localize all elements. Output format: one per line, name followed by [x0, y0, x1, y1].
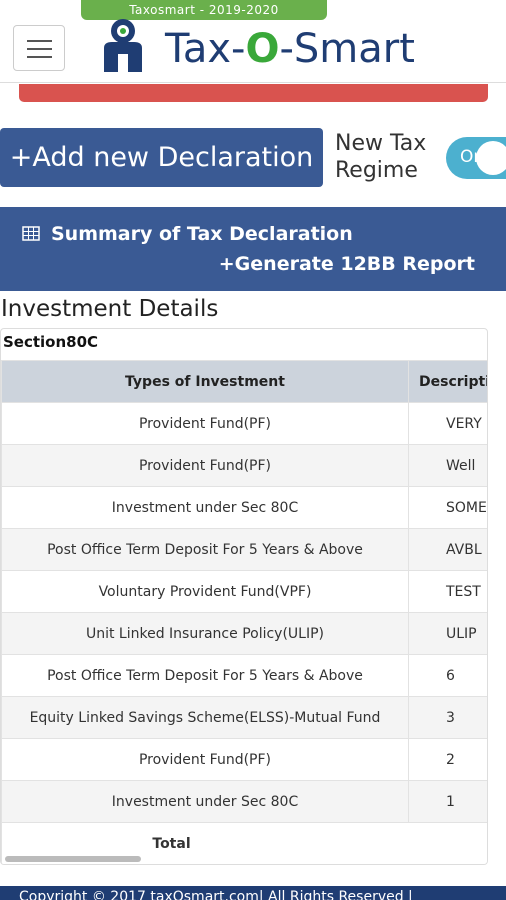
investment-cell: Provident Fund(PF)	[1, 402, 409, 445]
alert-bar	[19, 84, 488, 102]
description-cell: 3	[408, 696, 487, 739]
summary-panel: Summary of Tax Declaration +Generate 12B…	[0, 207, 506, 291]
table-caption: Section80C	[3, 333, 99, 351]
menu-button[interactable]	[13, 25, 65, 71]
logo-part: -Smart	[279, 26, 415, 72]
panel-title: Summary of Tax Declaration	[51, 223, 353, 245]
investment-table: Types of Investment Description Providen…	[1, 360, 487, 864]
investment-cell: Voluntary Provident Fund(VPF)	[1, 570, 409, 613]
table-row: Equity Linked Savings Scheme(ELSS)-Mutua…	[1, 696, 487, 739]
description-cell: 6	[408, 654, 487, 697]
regime-line: New Tax	[335, 131, 427, 156]
description-cell: AVBL	[408, 528, 487, 571]
year-badge: Taxosmart - 2019-2020	[81, 0, 327, 20]
footer: Copyright © 2017 taxOsmart.com| All Righ…	[0, 886, 506, 900]
table-row: Provident Fund(PF) VERY	[1, 402, 487, 445]
header-row: Types of Investment Description	[1, 360, 487, 403]
table-row: Post Office Term Deposit For 5 Years & A…	[1, 654, 487, 697]
investment-cell: Equity Linked Savings Scheme(ELSS)-Mutua…	[1, 696, 409, 739]
add-declaration-button[interactable]: +Add new Declaration	[0, 128, 323, 187]
table-icon	[22, 226, 40, 241]
table-row: Investment under Sec 80C SOME	[1, 486, 487, 529]
logo-part: Tax-	[165, 26, 246, 72]
generate-report-link[interactable]: +Generate 12BB Report	[218, 253, 475, 275]
total-label: Total	[152, 835, 191, 852]
description-cell: ULIP	[408, 612, 487, 655]
table-row: Post Office Term Deposit For 5 Years & A…	[1, 528, 487, 571]
table-row: Provident Fund(PF) Well	[1, 444, 487, 487]
regime-line: Regime	[335, 158, 418, 183]
logo-part: O	[245, 26, 280, 72]
table-row: Unit Linked Insurance Policy(ULIP) ULIP	[1, 612, 487, 655]
investment-cell: Investment under Sec 80C	[1, 486, 409, 529]
scrollbar[interactable]	[5, 856, 141, 862]
investment-cell: Post Office Term Deposit For 5 Years & A…	[1, 654, 409, 697]
description-cell: 2	[408, 738, 487, 781]
table-row: Investment under Sec 80C 1	[1, 780, 487, 823]
divider	[0, 82, 506, 83]
investment-cell: Post Office Term Deposit For 5 Years & A…	[1, 528, 409, 571]
logo-text: Tax-O-Smart	[165, 26, 415, 72]
investment-cell: Investment under Sec 80C	[1, 780, 409, 823]
investment-cell: Unit Linked Insurance Policy(ULIP)	[1, 612, 409, 655]
regime-label: New Tax Regime	[335, 130, 435, 184]
column-header: Description	[408, 360, 487, 403]
logo-icon	[104, 19, 142, 72]
investment-cell: Provident Fund(PF)	[1, 738, 409, 781]
investment-cell: Provident Fund(PF)	[1, 444, 409, 487]
table-row: Voluntary Provident Fund(VPF) TEST	[1, 570, 487, 613]
description-cell: VERY	[408, 402, 487, 445]
description-cell: SOME	[408, 486, 487, 529]
regime-toggle[interactable]: On	[446, 137, 506, 179]
section-heading: Investment Details	[1, 296, 219, 322]
description-cell: 1	[408, 780, 487, 823]
description-cell: Well	[408, 444, 487, 487]
column-header: Types of Investment	[1, 360, 409, 403]
table-container: Section80C Types of Investment Descripti…	[0, 328, 488, 865]
description-cell: TEST	[408, 570, 487, 613]
table-row: Provident Fund(PF) 2	[1, 738, 487, 781]
